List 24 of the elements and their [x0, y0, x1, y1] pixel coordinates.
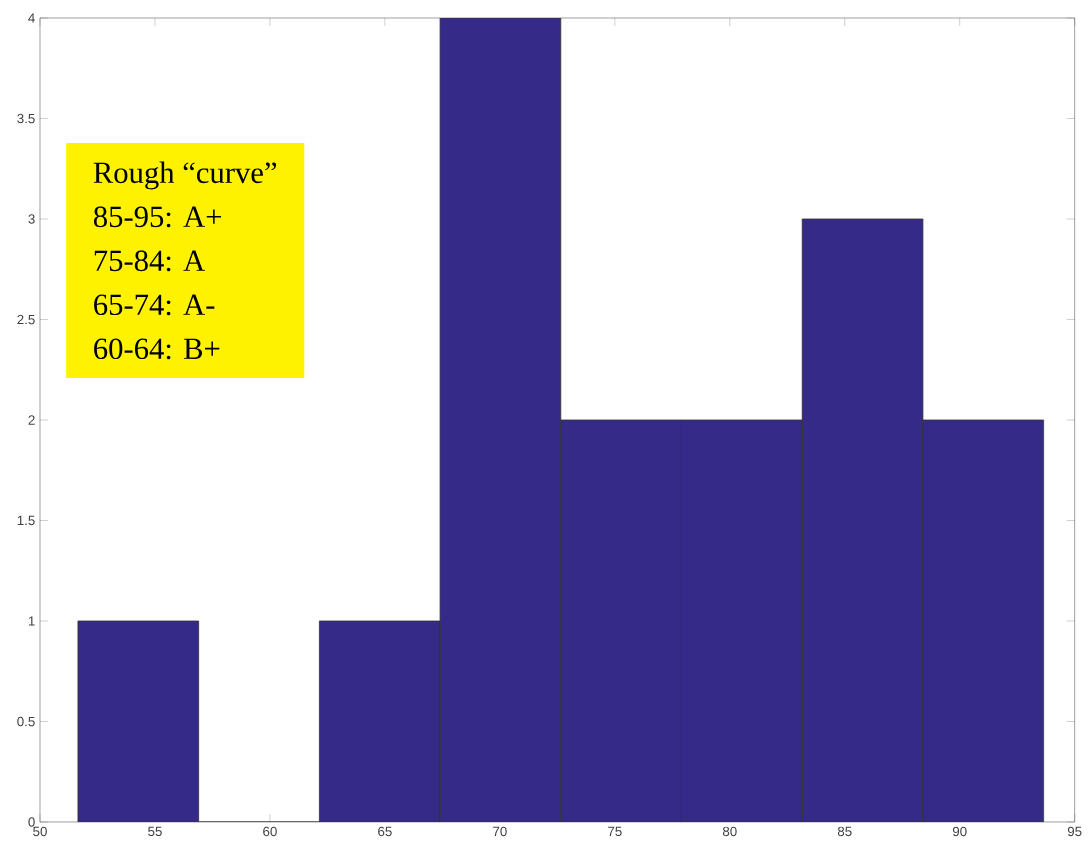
x-tick-label: 55 [148, 826, 162, 837]
x-tick-label: 60 [263, 826, 277, 837]
x-tick-label: 70 [493, 826, 507, 837]
y-tick-label: 2.5 [17, 314, 35, 325]
annotation: 60-64: B+ [94, 338, 220, 360]
annotation: 75-84: A [94, 250, 206, 272]
y-tick-label: 3 [28, 214, 35, 224]
annotation: 65-74: A- [94, 294, 215, 316]
y-tick-label: 3.5 [17, 113, 35, 124]
x-tick-label: 75 [608, 826, 622, 837]
y-tick-label: 1 [28, 616, 35, 626]
x-tick-label: 65 [378, 826, 392, 837]
y-tick-label: 2 [28, 415, 35, 425]
x-tick-label: 80 [722, 826, 737, 837]
y-tick-label: 1.5 [17, 515, 35, 526]
x-tick-label: 50 [33, 826, 47, 837]
y-tick-label: 0 [28, 817, 35, 827]
x-tick-label: 90 [952, 826, 967, 837]
annotation: Rough “curve” [93, 161, 277, 190]
y-tick-label: 4 [28, 13, 35, 23]
x-tick-label: 85 [837, 826, 852, 837]
annotation: 85-95: A+ [93, 206, 222, 228]
x-tick-label: 95 [1067, 826, 1082, 837]
y-tick-label: 0.5 [17, 716, 35, 727]
